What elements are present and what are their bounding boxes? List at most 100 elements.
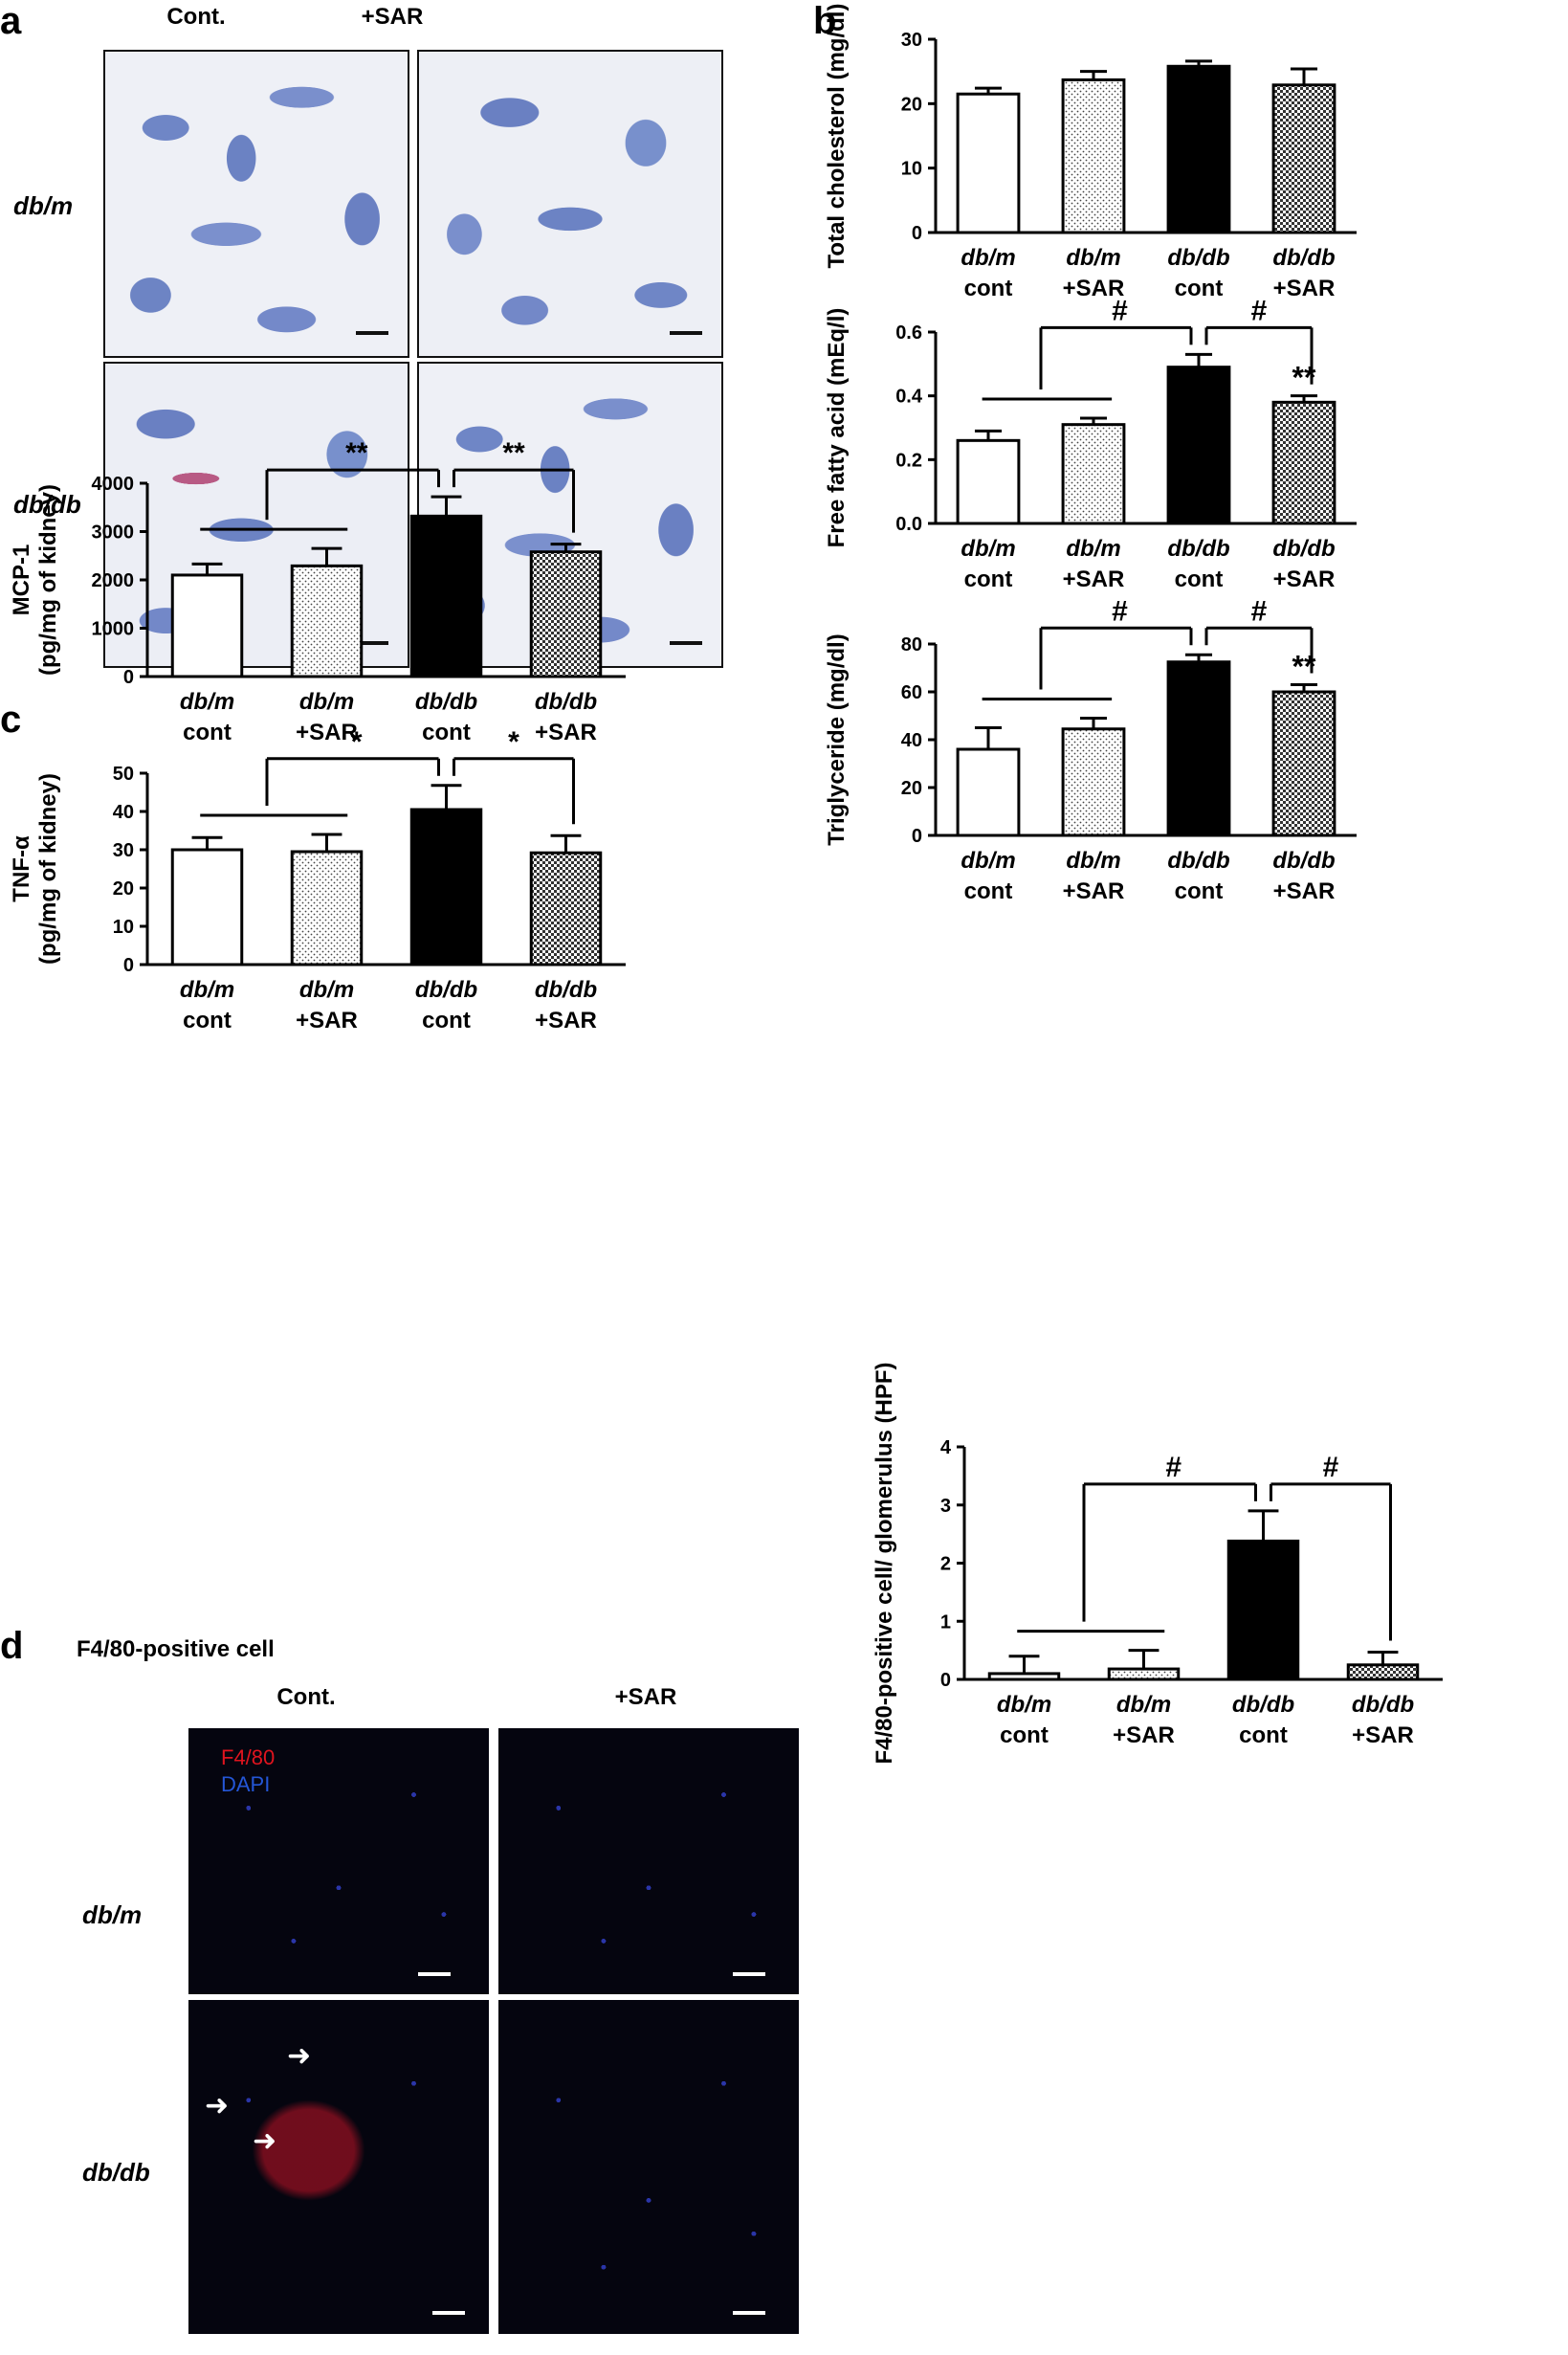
col-label-cont: Cont. <box>166 4 226 30</box>
arrow-icon: ➜ <box>205 2089 230 2122</box>
row-label-dbm: db/m <box>13 191 74 220</box>
bar <box>987 1672 1061 1681</box>
y-tick-label: 0.2 <box>895 450 922 471</box>
x-tick-label: cont <box>1175 878 1224 904</box>
x-tick-label: db/m <box>961 536 1015 562</box>
x-tick-label: cont <box>422 1008 471 1033</box>
x-tick-label: db/m <box>961 848 1015 874</box>
bar <box>956 438 1021 525</box>
x-tick-label: +SAR <box>296 1008 358 1033</box>
significance-mark: # <box>1323 1452 1339 1483</box>
x-tick-label: db/m <box>180 977 234 1003</box>
significance-mark: ** <box>345 437 368 469</box>
fluor-image-dbdb-sar <box>498 2000 799 2334</box>
bar <box>1166 660 1231 837</box>
x-tick-label: db/db <box>1352 1692 1414 1718</box>
total-cholesterol-chart: 0 10 20 30 Total cholesterol (mg/dl) db/m cont… <box>824 4 1357 301</box>
y-tick-label: 50 <box>113 764 134 785</box>
scale-bar <box>670 331 702 335</box>
x-tick-label: cont <box>183 1008 232 1033</box>
x-tick-label: cont <box>1175 276 1224 301</box>
bar <box>1346 1663 1420 1681</box>
bar <box>1061 727 1126 837</box>
tnf-alpha-chart: 0 10 20 30 40 50 TNF-α (pg/mg of kidney) db/m con… <box>9 726 626 1033</box>
x-tick-label: db/m <box>1116 1692 1171 1718</box>
bar <box>1107 1667 1181 1681</box>
fluor-image-dbdb-cont: ➜ ➜ ➜ <box>188 2000 489 2334</box>
significance-mark: * <box>508 726 519 758</box>
ihc-image-dbm-cont <box>103 50 409 358</box>
y-tick-label: 20 <box>901 778 922 799</box>
row-label-dbm-d: db/m <box>82 1900 143 1929</box>
bar <box>1271 400 1336 525</box>
y-tick-label: 4 <box>940 1437 952 1458</box>
x-tick-label: cont <box>964 878 1013 904</box>
fluor-image-dbm-sar <box>498 1728 799 1994</box>
bar <box>529 550 603 678</box>
x-tick-label: cont <box>1239 1722 1288 1748</box>
x-tick-label: +SAR <box>1063 567 1125 592</box>
y-tick-label: 1 <box>940 1611 951 1633</box>
y-tick-label: 1000 <box>92 619 135 640</box>
bar <box>956 747 1021 837</box>
y-tick-label: 30 <box>901 30 922 51</box>
triglyceride-chart: 0 20 40 60 80 Triglyceride (mg/dl) db/m cont db/… <box>824 595 1357 904</box>
x-tick-label: db/db <box>1167 245 1229 271</box>
y-axis-label: MCP-1 <box>9 544 34 616</box>
x-tick-label: db/db <box>535 689 597 715</box>
y-axis-label: F4/80-positive cell/ glomerulus (HPF) <box>872 1362 897 1764</box>
scale-bar <box>670 641 702 645</box>
x-tick-label: +SAR <box>1273 878 1336 904</box>
x-tick-label: +SAR <box>1273 567 1336 592</box>
y-tick-label: 0 <box>940 1670 951 1691</box>
scale-bar <box>418 1972 451 1976</box>
y-axis-label: (pg/mg of kidney) <box>35 484 61 676</box>
panel-letter-d: d <box>0 1625 24 1667</box>
panel-d-title: F4/80-positive cell <box>77 1636 275 1662</box>
bar <box>1226 1539 1300 1681</box>
panel-letter-b: b <box>813 0 837 42</box>
y-tick-label: 3 <box>940 1496 951 1517</box>
panel-letter-c: c <box>0 699 22 741</box>
y-axis-label: (pg/mg of kidney) <box>35 773 61 965</box>
y-tick-label: 40 <box>113 802 134 823</box>
x-tick-label: db/m <box>1066 536 1120 562</box>
y-tick-label: 10 <box>901 159 922 180</box>
x-tick-label: db/db <box>415 977 477 1003</box>
x-tick-label: db/m <box>1066 848 1120 874</box>
x-tick-label: +SAR <box>535 720 597 745</box>
y-tick-label: 2000 <box>92 570 135 591</box>
x-tick-label: db/m <box>299 977 354 1003</box>
scale-bar <box>356 641 388 645</box>
x-tick-label: cont <box>183 720 232 745</box>
bar <box>1061 78 1126 234</box>
fluor-image-dbm-cont: F4/80 DAPI <box>188 1728 489 1994</box>
x-tick-label: db/m <box>997 1692 1051 1718</box>
x-tick-label: db/m <box>961 245 1015 271</box>
col-label-cont-d: Cont. <box>276 1684 336 1710</box>
significance-mark: * <box>351 726 363 758</box>
y-tick-label: 20 <box>901 94 922 115</box>
y-tick-label: 2 <box>940 1554 951 1575</box>
x-tick-label: db/db <box>1272 848 1335 874</box>
significance-mark: # <box>1112 595 1128 627</box>
x-tick-label: +SAR <box>1113 1722 1175 1748</box>
x-tick-label: +SAR <box>1063 276 1125 301</box>
bar <box>170 573 244 678</box>
bar <box>1271 690 1336 837</box>
y-tick-label: 30 <box>113 840 134 861</box>
x-tick-label: db/m <box>1066 245 1120 271</box>
bar <box>409 808 483 966</box>
x-tick-label: db/db <box>415 689 477 715</box>
y-tick-label: 0.6 <box>895 322 922 344</box>
row-label-dbdb: db/db <box>13 490 81 519</box>
bar <box>529 851 603 966</box>
y-tick-label: 0.0 <box>895 514 922 535</box>
f480-glomerulus-chart: 0 1 2 3 4 F4/80-positive cell/ glomerulus (HP… <box>872 1362 1443 1765</box>
free-fatty-acid-chart: 0.0 0.2 0.4 0.6 Free fatty acid (mEq/l) db/m c… <box>824 295 1357 592</box>
scale-bar <box>432 2311 465 2315</box>
x-tick-label: db/m <box>180 689 234 715</box>
significance-mark: # <box>1112 295 1128 326</box>
y-tick-label: 80 <box>901 634 922 655</box>
